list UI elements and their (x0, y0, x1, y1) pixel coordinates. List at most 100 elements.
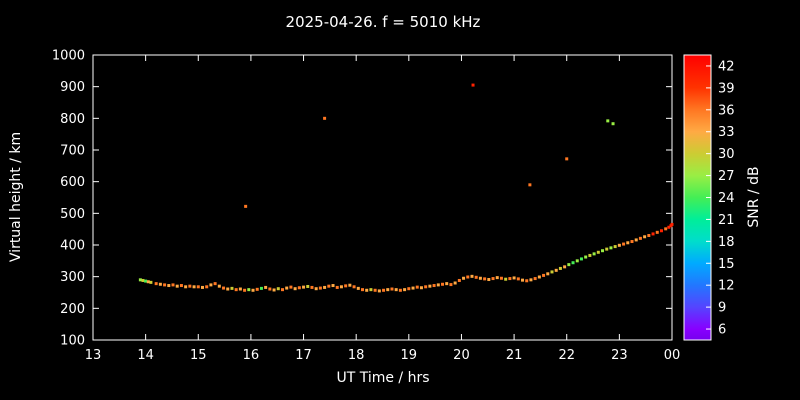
x-tick-label: 21 (506, 348, 523, 363)
data-point (158, 282, 162, 286)
data-point (609, 246, 613, 250)
data-point (390, 287, 394, 291)
data-point (563, 265, 567, 269)
data-point (179, 284, 183, 288)
data-point (411, 286, 415, 290)
y-tick-label: 700 (60, 144, 85, 159)
data-point (138, 278, 142, 282)
data-point (272, 288, 276, 292)
cb-tick-label: 30 (718, 147, 735, 162)
data-point (542, 273, 546, 277)
data-point (579, 257, 583, 261)
data-point (592, 252, 596, 256)
data-point (352, 285, 356, 289)
x-tick-label: 14 (137, 348, 154, 363)
data-point (356, 286, 360, 290)
y-tick-label: 200 (60, 302, 85, 317)
data-point (188, 284, 192, 288)
cb-tick-label: 42 (718, 59, 735, 74)
data-point (533, 277, 537, 281)
data-point (529, 278, 533, 282)
data-point (382, 288, 386, 292)
x-tick-label: 19 (401, 348, 418, 363)
data-point (521, 278, 525, 282)
x-tick-label: 13 (85, 348, 102, 363)
data-point (449, 283, 453, 287)
x-tick-label: 00 (664, 348, 681, 363)
data-point (251, 288, 255, 292)
data-point (360, 288, 364, 292)
data-point (655, 230, 659, 234)
data-point (205, 285, 209, 289)
data-point (664, 227, 668, 231)
data-point (369, 288, 373, 292)
data-point (537, 275, 541, 279)
data-point (491, 277, 495, 281)
data-point (651, 232, 655, 236)
data-point (525, 279, 529, 283)
data-point (280, 288, 284, 292)
data-point (462, 276, 466, 280)
chart-title: 2025-04-26. f = 5010 kHz (285, 13, 481, 31)
cb-tick-label: 15 (718, 257, 735, 272)
data-point (386, 288, 390, 292)
data-point (302, 285, 306, 289)
y-tick-label: 400 (60, 239, 85, 254)
data-point (575, 259, 579, 263)
data-point (478, 276, 482, 280)
data-point (546, 272, 550, 276)
data-point (264, 285, 268, 289)
cb-tick-label: 24 (718, 191, 735, 206)
data-point (323, 116, 327, 120)
cb-tick-label: 9 (718, 301, 726, 316)
data-point (230, 286, 234, 290)
cb-tick-label: 12 (718, 279, 735, 294)
y-tick-label: 500 (60, 207, 85, 222)
data-point (144, 279, 148, 283)
data-point (175, 284, 179, 288)
data-point (344, 284, 348, 288)
data-point (209, 283, 213, 287)
data-point (377, 289, 381, 293)
x-tick-label: 20 (453, 348, 470, 363)
data-point (499, 276, 503, 280)
data-point (670, 222, 674, 226)
data-point (504, 277, 508, 281)
data-point (339, 285, 343, 289)
data-point (163, 283, 167, 287)
y-tick-label: 100 (60, 334, 85, 349)
cb-tick-label: 33 (718, 125, 735, 140)
data-point (348, 283, 352, 287)
data-point (268, 287, 272, 291)
data-point (638, 236, 642, 240)
data-point (310, 285, 314, 289)
x-tick-label: 16 (243, 348, 260, 363)
data-point (432, 284, 436, 288)
data-point (466, 275, 470, 279)
data-point (567, 263, 571, 267)
x-tick-label: 23 (611, 348, 628, 363)
data-point (167, 284, 171, 288)
data-point (234, 288, 238, 292)
data-point (550, 270, 554, 274)
data-point (508, 277, 512, 281)
data-point (373, 288, 377, 292)
data-point (601, 249, 605, 253)
data-point (192, 285, 196, 289)
data-point (365, 288, 369, 292)
x-tick-label: 17 (295, 348, 312, 363)
data-point (285, 286, 289, 290)
data-point (213, 282, 217, 286)
data-point (259, 286, 263, 290)
data-point (149, 280, 153, 284)
data-point (276, 287, 280, 291)
data-point (630, 240, 634, 244)
data-point (243, 288, 247, 292)
data-point (419, 286, 423, 290)
data-point (512, 276, 516, 280)
x-tick-label: 22 (558, 348, 575, 363)
data-point (445, 282, 449, 286)
data-point (293, 287, 297, 291)
data-point (327, 284, 331, 288)
